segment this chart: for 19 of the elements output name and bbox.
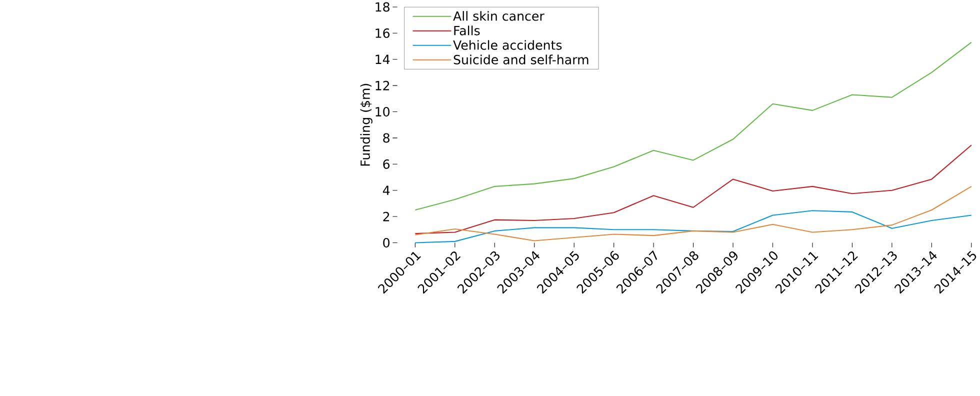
line-series (414, 186, 972, 242)
legend-label: Vehicle accidents (453, 40, 562, 50)
line-series (414, 144, 972, 234)
line-series (414, 42, 972, 211)
y-tick-label: 8 (383, 133, 390, 143)
legend-label: Falls (454, 26, 480, 36)
line-series (414, 210, 972, 244)
y-tick-label: 0 (383, 238, 390, 248)
y-tick-label: 2 (383, 212, 390, 222)
y-tick-label: 6 (383, 159, 390, 169)
y-tick-label: 16 (376, 28, 390, 38)
y-tick-label: 4 (382, 186, 390, 195)
y-tick-label: 10 (376, 106, 390, 117)
legend-label: Suicide and self-harm (454, 54, 588, 64)
y-tick-label: 14 (376, 54, 390, 64)
y-tick-label: 18 (376, 2, 390, 12)
legend-label: All skin cancer (453, 11, 544, 21)
y-tick-label: 12 (376, 80, 390, 90)
y-axis-title: Funding ($m) (360, 84, 372, 166)
